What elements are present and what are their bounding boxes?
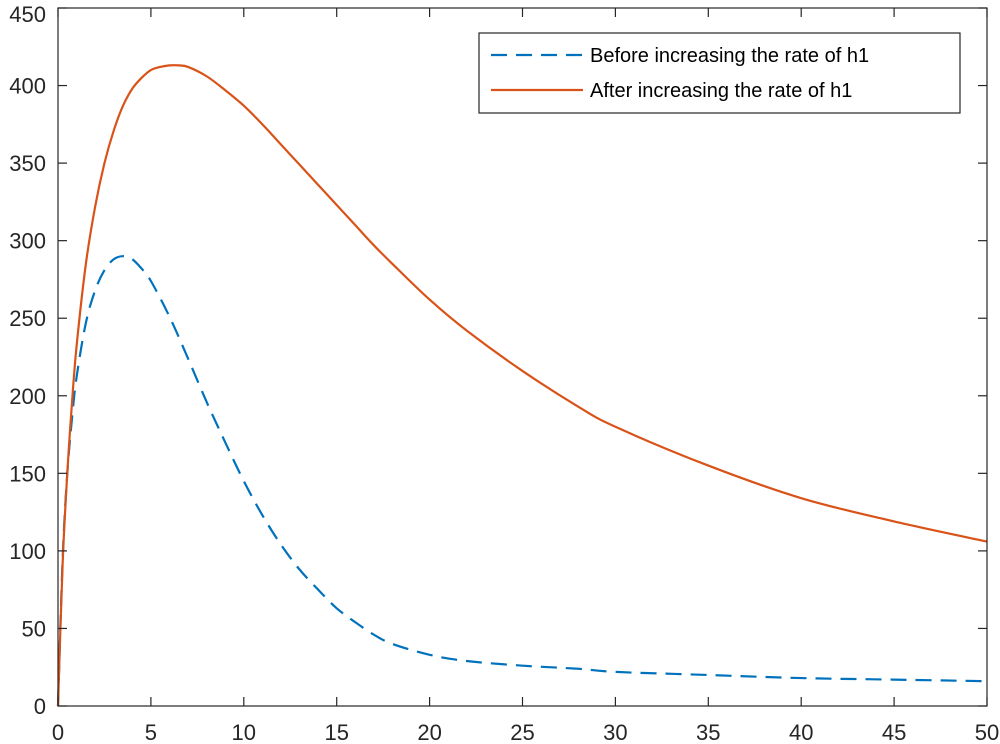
legend: Before increasing the rate of h1 After in… xyxy=(478,32,961,114)
x-tick-label: 40 xyxy=(789,720,813,744)
series-line-after xyxy=(56,64,988,707)
legend-box xyxy=(478,32,961,114)
y-tick-label: 450 xyxy=(9,2,46,27)
x-tick-label: 20 xyxy=(417,720,441,744)
y-tick-label: 200 xyxy=(9,384,46,409)
y-axis: 0 50 100 150 200 250 300 350 400 450 xyxy=(9,2,987,719)
x-tick-label: 25 xyxy=(510,720,534,744)
plot-series xyxy=(56,64,988,707)
series-line-before xyxy=(56,255,988,707)
y-tick-label: 250 xyxy=(9,306,46,331)
legend-label-1: Before increasing the rate of h1 xyxy=(590,45,869,67)
y-tick-label: 0 xyxy=(34,694,46,719)
x-tick-label: 10 xyxy=(232,720,256,744)
y-tick-label: 50 xyxy=(22,616,46,641)
x-tick-label: 50 xyxy=(975,720,999,744)
x-tick-label: 45 xyxy=(882,720,906,744)
x-tick-label: 30 xyxy=(603,720,627,744)
x-tick-label: 15 xyxy=(324,720,348,744)
x-axis: 0 5 10 15 20 25 30 35 40 45 50 xyxy=(52,8,999,744)
x-tick-label: 0 xyxy=(52,720,64,744)
y-tick-label: 350 xyxy=(9,151,46,176)
x-tick-label: 35 xyxy=(696,720,720,744)
y-tick-label: 100 xyxy=(9,539,46,564)
y-tick-label: 300 xyxy=(9,229,46,254)
y-tick-label: 150 xyxy=(9,461,46,486)
x-tick-label: 5 xyxy=(145,720,157,744)
y-tick-label: 400 xyxy=(9,74,46,99)
legend-label-2: After increasing the rate of h1 xyxy=(590,80,852,102)
